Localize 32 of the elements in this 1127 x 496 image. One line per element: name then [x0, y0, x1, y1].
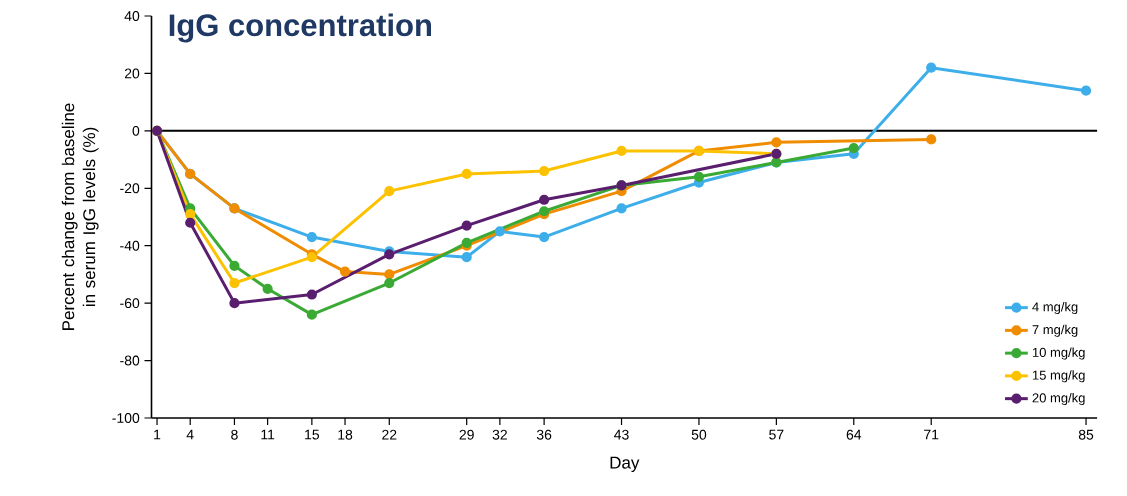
legend-label: 7 mg/kg	[1032, 324, 1078, 337]
legend-label: 15 mg/kg	[1032, 370, 1085, 383]
y-tick-label: -80	[120, 355, 140, 366]
y-tick-label: -40	[120, 240, 140, 251]
x-tick-label: 32	[492, 429, 507, 440]
y-tick-label: 0	[132, 125, 140, 136]
x-tick-label: 1	[154, 429, 161, 440]
x-tick-label: 22	[382, 429, 397, 440]
x-tick-label: 57	[769, 429, 784, 440]
x-tick-label: 4	[186, 429, 194, 440]
y-tick-label: 20	[124, 68, 140, 79]
chart-title: IgG concentration	[169, 13, 432, 43]
x-tick-label: 71	[924, 429, 939, 440]
y-tick-label: -20	[120, 183, 140, 194]
x-tick-label: 11	[261, 429, 275, 440]
y-axis-title: Percent change from baseline in serum IgG levels (%)	[61, 103, 99, 330]
x-tick-label: 15	[305, 429, 320, 440]
legend-label: 20 mg/kg	[1032, 392, 1085, 406]
x-tick-label: 8	[231, 429, 238, 440]
y-tick-label: -60	[120, 298, 140, 309]
y-tick-label: 40	[124, 11, 140, 21]
x-tick-label: 43	[614, 429, 629, 440]
legend-label: 4 mg/kg	[1032, 301, 1078, 315]
x-tick-label: 29	[459, 429, 474, 440]
x-tick-label: 85	[1078, 429, 1094, 440]
x-tick-label: 18	[338, 429, 353, 440]
x-tick-label: 64	[846, 429, 862, 440]
y-tick-label: -100	[112, 413, 140, 423]
x-tick-label: 36	[536, 429, 552, 440]
legend-label: 10 mg/kg	[1032, 347, 1085, 360]
x-tick-label: 50	[691, 429, 707, 440]
x-axis-title: Day	[610, 456, 640, 473]
